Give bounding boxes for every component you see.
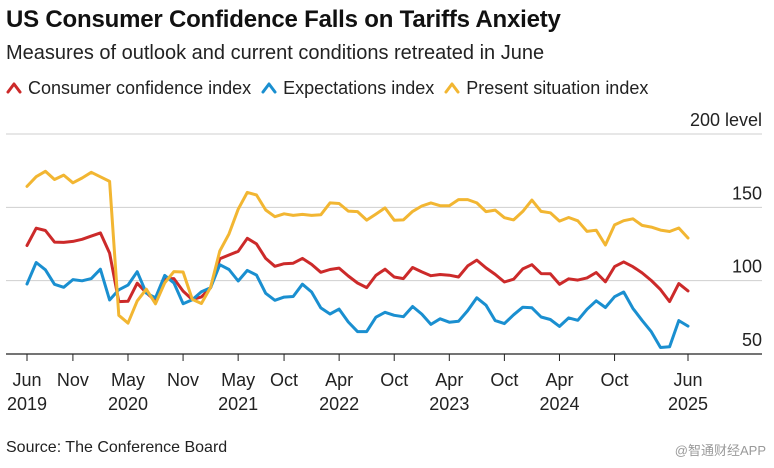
x-tick-year-label: 2020 — [108, 394, 148, 414]
chart-subtitle: Measures of outlook and current conditio… — [6, 42, 545, 64]
y-tick-label: 50 — [742, 330, 762, 350]
legend-item-expectations: Expectations index — [261, 78, 434, 99]
legend-label-present-situation: Present situation index — [466, 77, 649, 98]
x-tick-label: Oct — [490, 370, 518, 390]
x-tick-label: Apr — [325, 370, 353, 390]
legend: Consumer confidence index Expectations i… — [6, 76, 658, 100]
x-tick-label: Oct — [380, 370, 408, 390]
legend-check-icon — [6, 80, 22, 96]
legend-check-icon — [261, 80, 277, 96]
x-tick-year-label: 2024 — [539, 394, 579, 414]
x-tick-label: Nov — [167, 370, 199, 390]
legend-item-consumer-confidence: Consumer confidence index — [6, 78, 251, 99]
y-tick-label: 150 — [732, 183, 762, 203]
x-tick-label: Oct — [270, 370, 298, 390]
expectations-line — [25, 261, 690, 349]
legend-label-expectations: Expectations index — [283, 77, 435, 98]
legend-check-icon — [444, 80, 460, 96]
watermark: @智通财经APP — [674, 443, 766, 458]
consumer-confidence-line — [25, 226, 690, 304]
x-tick-label: Apr — [545, 370, 573, 390]
y-tick-label: 100 — [732, 257, 762, 277]
chart-title: US Consumer Confidence Falls on Tariffs … — [6, 6, 561, 33]
source-note: Source: The Conference Board — [6, 439, 228, 456]
x-tick-year-label: 2025 — [668, 394, 708, 414]
x-tick-year-label: 2021 — [218, 394, 258, 414]
x-tick-label: Jun — [12, 370, 41, 390]
x-tick-year-label: 2023 — [429, 394, 469, 414]
x-tick-year-label: 2019 — [7, 394, 47, 414]
x-tick-label: May — [221, 370, 255, 390]
y-tick-label: 200 level — [690, 110, 762, 130]
x-tick-label: Apr — [435, 370, 463, 390]
x-tick-label: Oct — [601, 370, 629, 390]
legend-item-present-situation: Present situation index — [444, 78, 648, 99]
present-situation-line — [25, 169, 690, 325]
legend-label-consumer-confidence: Consumer confidence index — [28, 77, 252, 98]
x-tick-label: May — [111, 370, 145, 390]
x-tick-label: Nov — [57, 370, 89, 390]
x-tick-label: Jun — [673, 370, 702, 390]
x-tick-year-label: 2022 — [319, 394, 359, 414]
